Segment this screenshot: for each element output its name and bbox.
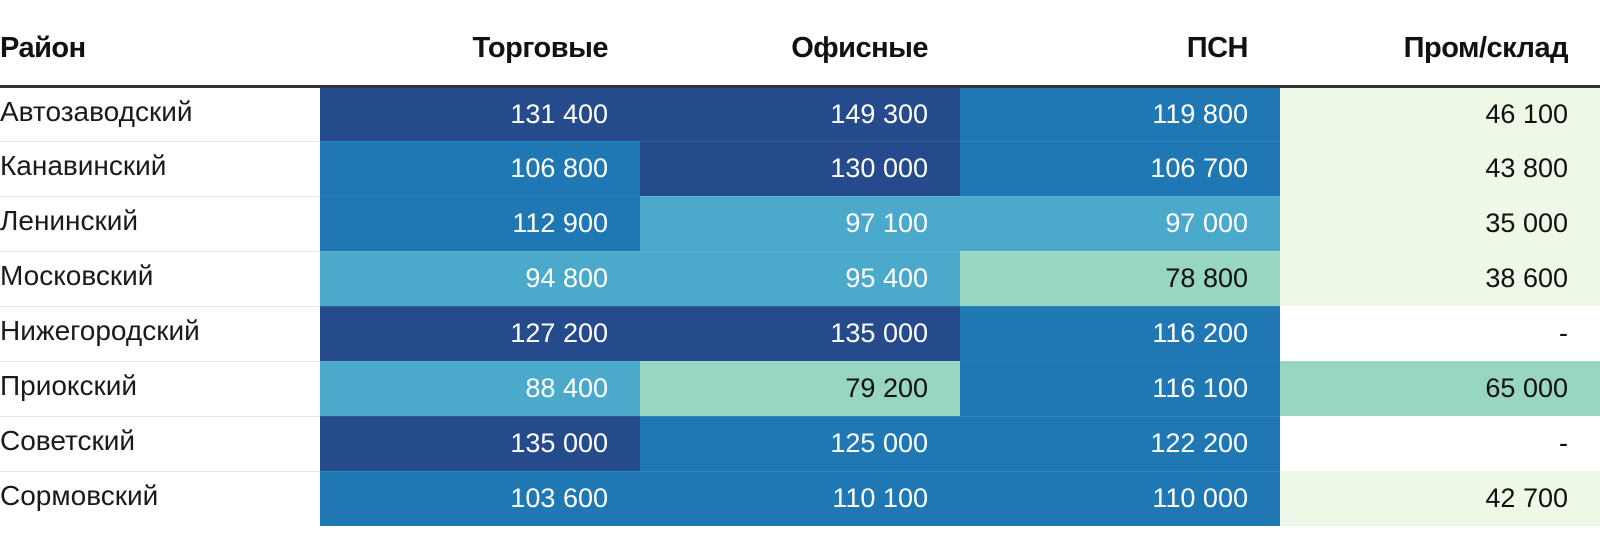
- district-name: Ленинский: [0, 196, 320, 252]
- heat-cell-retail: 131 400: [320, 86, 640, 142]
- column-header-district: Район: [0, 0, 320, 88]
- column-header-retail: Торговые: [320, 0, 640, 88]
- heat-cell-psn: 110 000: [960, 471, 1280, 526]
- table-row: Канавинский 106 800 130 000 106 700 43 800: [0, 141, 1600, 197]
- table-row: Автозаводский 131 400 149 300 119 800 46 100: [0, 86, 1600, 142]
- heat-cell-industrial: 35 000: [1280, 196, 1600, 252]
- heat-cell-office: 130 000: [640, 141, 960, 197]
- heat-cell-industrial: 46 100: [1280, 86, 1600, 142]
- district-name: Канавинский: [0, 141, 320, 197]
- heat-cell-office: 149 300: [640, 86, 960, 142]
- heat-cell-office: 125 000: [640, 416, 960, 472]
- heat-cell-industrial: -: [1280, 416, 1600, 472]
- heat-cell-retail: 88 400: [320, 361, 640, 417]
- heat-cell-retail: 127 200: [320, 306, 640, 362]
- district-name: Советский: [0, 416, 320, 472]
- heat-cell-psn: 122 200: [960, 416, 1280, 472]
- table-row: Ленинский 112 900 97 100 97 000 35 000: [0, 196, 1600, 252]
- column-header-psn: ПСН: [960, 0, 1280, 88]
- table-row: Приокский 88 400 79 200 116 100 65 000: [0, 361, 1600, 417]
- heat-cell-psn: 97 000: [960, 196, 1280, 252]
- header-row: Район Торговые Офисные ПСН Пром/склад: [0, 0, 1600, 88]
- table-header: Район Торговые Офисные ПСН Пром/склад: [0, 0, 1600, 88]
- heat-cell-industrial: 43 800: [1280, 141, 1600, 197]
- district-name: Нижегородский: [0, 306, 320, 362]
- heat-cell-office: 135 000: [640, 306, 960, 362]
- heat-cell-office: 97 100: [640, 196, 960, 252]
- district-name: Московский: [0, 251, 320, 307]
- heat-cell-psn: 116 100: [960, 361, 1280, 417]
- district-name: Приокский: [0, 361, 320, 417]
- heat-cell-industrial: 38 600: [1280, 251, 1600, 307]
- heat-cell-retail: 135 000: [320, 416, 640, 472]
- heat-cell-office: 79 200: [640, 361, 960, 417]
- table-row: Сормовский 103 600 110 100 110 000 42 700: [0, 471, 1600, 526]
- heat-cell-office: 95 400: [640, 251, 960, 307]
- heat-cell-industrial: 42 700: [1280, 471, 1600, 526]
- heat-cell-retail: 94 800: [320, 251, 640, 307]
- heat-cell-industrial: -: [1280, 306, 1600, 362]
- column-header-industrial: Пром/склад: [1280, 0, 1600, 88]
- heat-cell-industrial: 65 000: [1280, 361, 1600, 417]
- heat-cell-psn: 119 800: [960, 86, 1280, 142]
- heat-cell-psn: 106 700: [960, 141, 1280, 197]
- district-name: Автозаводский: [0, 86, 320, 142]
- heat-cell-retail: 103 600: [320, 471, 640, 526]
- table-row: Московский 94 800 95 400 78 800 38 600: [0, 251, 1600, 307]
- table-row: Нижегородский 127 200 135 000 116 200-: [0, 306, 1600, 362]
- heat-cell-retail: 106 800: [320, 141, 640, 197]
- heat-cell-office: 110 100: [640, 471, 960, 526]
- heatmap-table: Район Торговые Офисные ПСН Пром/склад Ав…: [0, 0, 1600, 526]
- heat-cell-psn: 78 800: [960, 251, 1280, 307]
- heat-cell-psn: 116 200: [960, 306, 1280, 362]
- table-body: Автозаводский 131 400 149 300 119 800 46 100…: [0, 86, 1600, 526]
- heat-cell-retail: 112 900: [320, 196, 640, 252]
- district-name: Сормовский: [0, 471, 320, 526]
- table-row: Советский 135 000 125 000 122 200-: [0, 416, 1600, 472]
- column-header-office: Офисные: [640, 0, 960, 88]
